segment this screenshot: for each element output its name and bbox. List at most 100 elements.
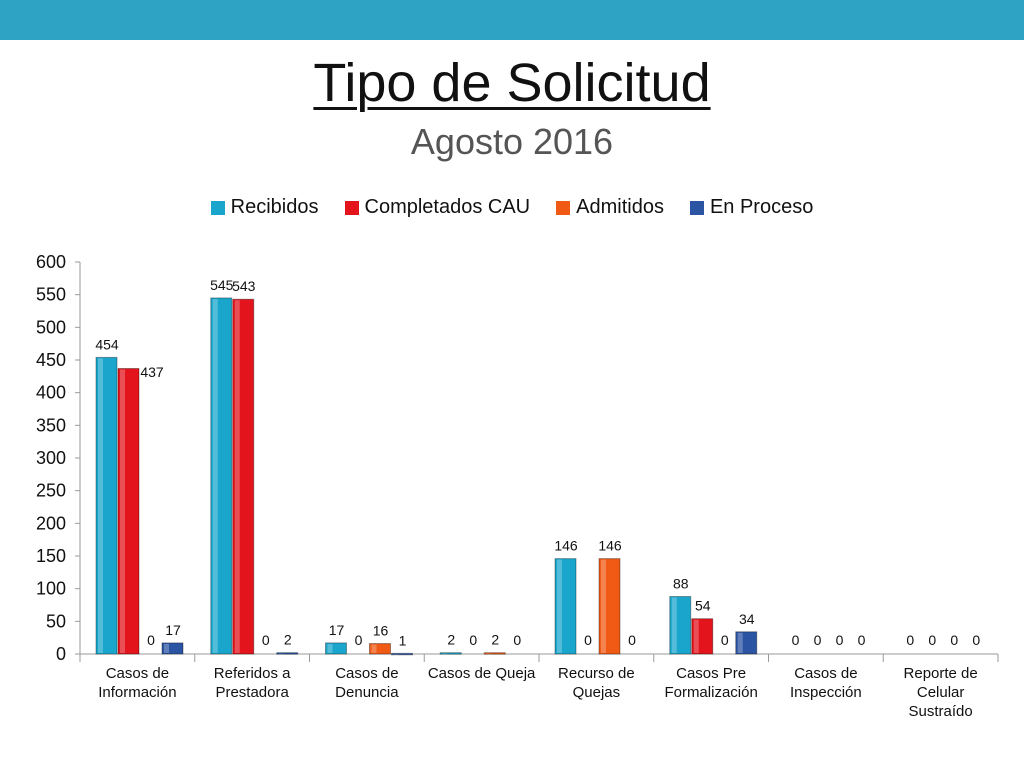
data-label: 0 (584, 632, 592, 648)
data-label: 0 (147, 632, 155, 648)
y-tick-label: 350 (36, 415, 66, 435)
data-label: 0 (950, 632, 958, 648)
data-label: 0 (628, 632, 636, 648)
y-tick-label: 500 (36, 317, 66, 337)
x-tick-label: Prestadora (215, 684, 289, 701)
x-tick-label: Referidos a (214, 665, 291, 682)
y-tick-label: 450 (36, 350, 66, 370)
x-tick-label: Casos Pre (676, 665, 746, 682)
y-tick-label: 50 (46, 611, 66, 631)
legend-label-admitidos: Admitidos (576, 196, 664, 218)
data-label: 88 (673, 576, 689, 592)
bar (325, 642, 347, 655)
data-label: 0 (792, 632, 800, 648)
legend-item-recibidos: Recibidos (210, 196, 319, 219)
bar-highlight (212, 298, 218, 653)
bar (232, 298, 255, 655)
data-label: 0 (513, 632, 521, 648)
chart-legend: Recibidos Completados CAU Admitidos En P… (0, 196, 1024, 219)
bar (210, 297, 233, 655)
bar-highlight (486, 653, 492, 655)
data-label: 2 (284, 632, 292, 648)
bar (439, 652, 462, 655)
data-label: 0 (814, 632, 822, 648)
bar-highlight (557, 559, 562, 653)
bar (161, 642, 184, 655)
data-label: 17 (329, 622, 345, 638)
y-tick-label: 100 (36, 579, 66, 599)
bar (276, 652, 299, 655)
bar (483, 652, 506, 655)
x-tick-label: Quejas (573, 684, 621, 701)
top-band (0, 0, 1024, 40)
data-label: 54 (695, 598, 711, 614)
bar (598, 558, 621, 655)
data-label: 1 (399, 632, 407, 648)
legend-swatch-en-proceso (689, 200, 704, 215)
y-tick-label: 150 (36, 546, 66, 566)
y-tick-label: 400 (36, 383, 66, 403)
legend-label-recibidos: Recibidos (230, 196, 319, 218)
data-label: 16 (373, 623, 389, 639)
legend-swatch-admitidos (556, 200, 571, 215)
data-label: 437 (140, 364, 164, 380)
legend-label-en-proceso: En Proceso (709, 196, 814, 218)
y-tick-label: 600 (36, 252, 66, 272)
legend-swatch-recibidos (210, 200, 225, 215)
bar-highlight (671, 597, 677, 653)
bar (117, 367, 140, 655)
x-tick-label: Formalización (664, 684, 757, 701)
legend-label-completados: Completados CAU (364, 196, 531, 218)
bar-highlight (164, 643, 169, 653)
x-tick-label: Reporte de (904, 665, 978, 682)
data-label: 543 (232, 278, 256, 294)
y-tick-label: 200 (36, 513, 66, 533)
data-label: 0 (906, 632, 914, 648)
y-tick-label: 300 (36, 448, 66, 468)
bar (735, 631, 758, 655)
data-label: 0 (928, 632, 936, 648)
data-label: 0 (836, 632, 844, 648)
bar (669, 596, 692, 655)
y-tick-label: 550 (36, 285, 66, 305)
legend-item-completados: Completados CAU (344, 196, 531, 219)
data-label: 2 (491, 632, 499, 648)
bar-highlight (737, 632, 743, 653)
legend-item-admitidos: Admitidos (556, 196, 664, 219)
data-label: 34 (739, 611, 755, 627)
bar-highlight (98, 358, 103, 653)
bar (95, 356, 118, 655)
data-label: 146 (598, 538, 622, 554)
slide-title-text: Tipo de Solicitud (313, 53, 711, 113)
data-label: 0 (721, 632, 729, 648)
slide-subtitle: Agosto 2016 (410, 121, 614, 162)
x-tick-label: Casos de (794, 665, 857, 682)
y-tick-label: 250 (36, 481, 66, 501)
data-label: 0 (262, 632, 270, 648)
legend-swatch-completados (344, 200, 359, 215)
x-tick-label: Sustraído (909, 703, 973, 720)
y-tick-label: 0 (56, 644, 66, 664)
bar-highlight (601, 559, 606, 653)
data-label: 0 (972, 632, 980, 648)
x-tick-label: Información (98, 684, 176, 701)
bar-highlight (327, 643, 333, 653)
bar-highlight (234, 300, 240, 653)
data-label: 0 (469, 632, 477, 648)
bar (554, 558, 577, 655)
x-tick-label: Casos de (335, 665, 398, 682)
bar-highlight (120, 369, 125, 653)
data-label: 17 (165, 622, 181, 638)
bar-highlight (278, 653, 284, 655)
data-label: 545 (210, 277, 234, 293)
bar-highlight (371, 644, 377, 653)
data-label: 2 (447, 632, 455, 648)
bar (369, 643, 391, 655)
legend-item-en-proceso: En Proceso (689, 196, 814, 219)
x-tick-label: Casos de Queja (428, 665, 536, 682)
x-tick-label: Denuncia (335, 684, 399, 701)
data-label: 454 (95, 336, 119, 352)
x-tick-label: Casos de (106, 665, 169, 682)
bar-highlight (442, 653, 448, 655)
